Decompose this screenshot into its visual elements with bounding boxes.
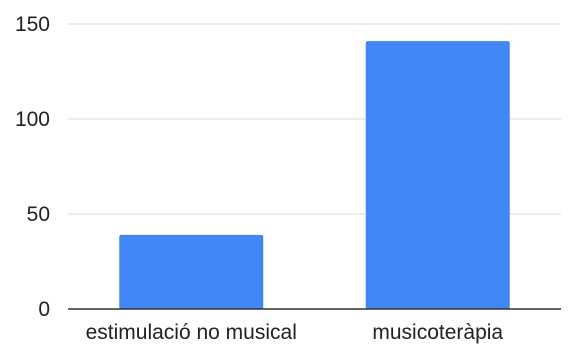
y-tick-label: 0 bbox=[38, 298, 50, 321]
y-tick-label: 100 bbox=[15, 108, 50, 131]
x-category-label: musicoteràpia bbox=[372, 321, 503, 344]
bar bbox=[365, 41, 510, 309]
y-axis-tick-labels: 0 50 100 150 bbox=[15, 13, 50, 321]
x-axis-category-labels: estimulació no musical musicoteràpia bbox=[86, 321, 504, 344]
bar bbox=[119, 234, 264, 309]
y-tick-label: 50 bbox=[27, 203, 50, 226]
bars bbox=[119, 41, 510, 309]
y-tick-label: 150 bbox=[15, 13, 50, 36]
x-category-label: estimulació no musical bbox=[86, 321, 297, 344]
